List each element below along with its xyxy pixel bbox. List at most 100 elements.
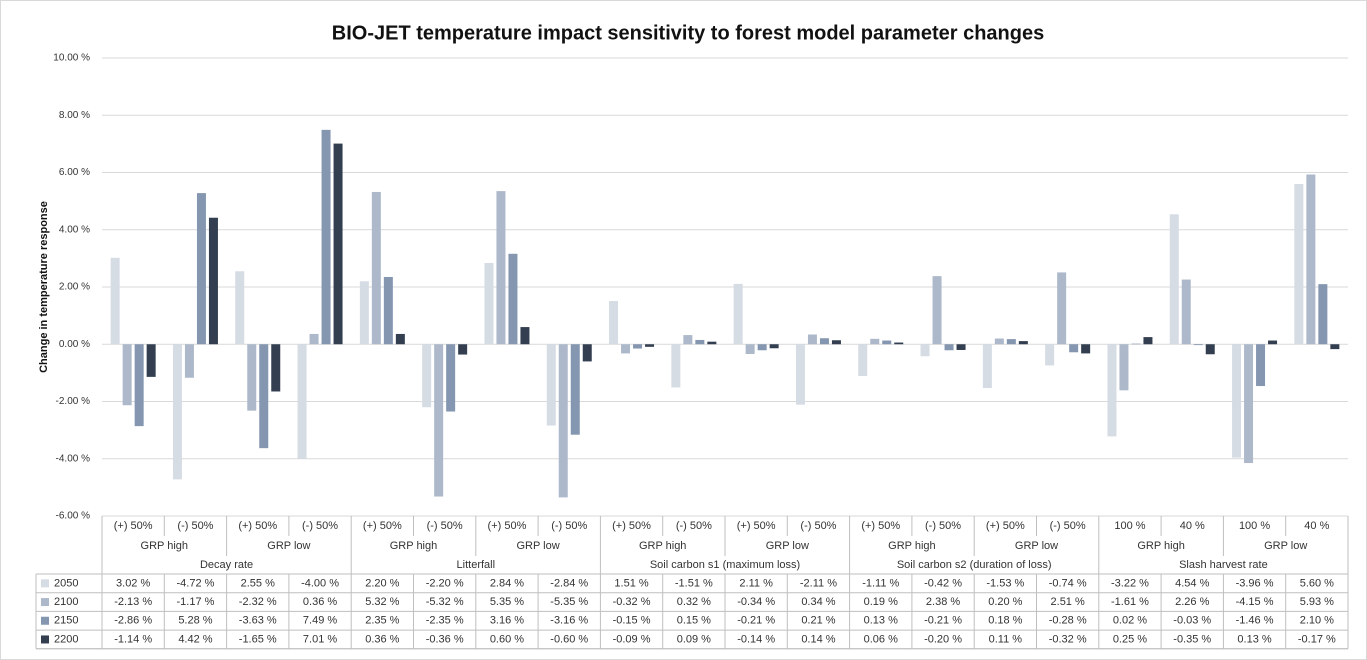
data-label: -2.35 % (426, 615, 464, 627)
group-label: Soil carbon s2 (duration of loss) (897, 559, 1052, 571)
group-label: Soil carbon s1 (maximum loss) (650, 559, 800, 571)
x-tick-label: (-) 50% (427, 520, 463, 532)
data-label: 1.51 % (614, 577, 648, 589)
y-axis-label: Change in temperature response (38, 201, 50, 373)
subgroup-label: GRP low (1264, 540, 1307, 552)
data-label: 0.02 % (1113, 615, 1147, 627)
bar (247, 344, 257, 411)
bar (894, 342, 904, 345)
y-tick-label: 4.00 % (59, 224, 90, 235)
data-label: -1.46 % (1236, 615, 1274, 627)
bar (1069, 344, 1079, 353)
legend-swatch (41, 579, 49, 588)
bar (484, 262, 494, 345)
data-label: -2.84 % (550, 577, 588, 589)
data-label: 2.10 % (1300, 615, 1334, 627)
bar (1256, 344, 1266, 387)
bar (1119, 344, 1129, 391)
bar (395, 333, 405, 345)
data-label: -1.11 % (862, 577, 899, 589)
x-tick-label: (+) 50% (737, 520, 776, 532)
x-tick-label: (-) 50% (302, 520, 338, 532)
bar (956, 344, 966, 350)
bar (609, 301, 619, 345)
data-label: 5.35 % (490, 596, 524, 608)
bar (1318, 284, 1328, 345)
data-label: 0.36 % (303, 596, 337, 608)
data-label: 0.18 % (988, 615, 1022, 627)
data-label: -2.11 % (800, 577, 837, 589)
data-label: 2.35 % (365, 615, 399, 627)
data-label: -4.72 % (176, 577, 214, 589)
data-label: -0.21 % (737, 615, 775, 627)
data-label: -0.21 % (924, 615, 962, 627)
data-label: 0.19 % (864, 596, 898, 608)
data-label: -0.15 % (613, 615, 651, 627)
data-label: 3.16 % (490, 615, 524, 627)
bar (434, 344, 444, 497)
bar (695, 339, 705, 345)
y-tick-label: -2.00 % (56, 396, 91, 407)
bar (858, 344, 868, 377)
bar (333, 143, 343, 345)
data-label: 7.01 % (303, 633, 337, 645)
bar (122, 344, 132, 406)
data-label: 4.54 % (1175, 577, 1209, 589)
x-tick-label: 40 % (1180, 520, 1205, 532)
data-label: 0.14 % (801, 633, 835, 645)
bar (309, 333, 319, 345)
x-tick-label: (+) 50% (238, 520, 277, 532)
bar (1045, 344, 1055, 366)
subgroup-label: GRP high (639, 540, 687, 552)
legend-label: 2100 (54, 596, 78, 608)
data-label: 0.25 % (1113, 633, 1147, 645)
bar (1232, 344, 1242, 458)
x-tick-label: (+) 50% (986, 520, 1025, 532)
bar (570, 344, 580, 435)
bar (146, 344, 156, 377)
data-label: 0.36 % (365, 633, 399, 645)
data-label: 0.34 % (801, 596, 835, 608)
x-tick-label: (-) 50% (551, 520, 587, 532)
chart-title: BIO-JET temperature impact sensitivity t… (332, 22, 1044, 44)
subgroup-label: GRP low (766, 540, 809, 552)
bar (645, 344, 655, 347)
bar (1057, 272, 1067, 345)
bar (769, 344, 779, 349)
bar (422, 344, 432, 408)
data-label: -0.20 % (924, 633, 962, 645)
bar (932, 276, 942, 345)
bar (496, 191, 506, 345)
y-tick-label: 0.00 % (59, 339, 90, 350)
data-label: 2.26 % (1175, 596, 1209, 608)
bar (446, 344, 456, 412)
bar (1294, 183, 1304, 345)
x-tick-label: 100 % (1114, 520, 1145, 532)
bar (870, 338, 880, 345)
bar (882, 340, 892, 345)
data-label: -0.14 % (737, 633, 775, 645)
data-label: 0.11 % (989, 633, 1023, 645)
data-label: 7.49 % (303, 615, 337, 627)
legend-label: 2050 (54, 577, 78, 589)
bar (994, 338, 1004, 345)
bar (683, 335, 693, 345)
data-label: -3.96 % (1236, 577, 1274, 589)
data-label: 2.11 % (739, 577, 773, 589)
data-label: -2.32 % (239, 596, 277, 608)
data-label: 0.06 % (864, 633, 898, 645)
bar (1006, 339, 1016, 345)
x-tick-label: (+) 50% (612, 520, 651, 532)
data-label: 0.20 % (988, 596, 1022, 608)
data-label: 2.55 % (241, 577, 275, 589)
bar (1081, 344, 1091, 354)
group-label: Decay rate (200, 559, 253, 571)
data-label: 5.32 % (365, 596, 399, 608)
bar (944, 344, 954, 351)
data-label: 5.60 % (1300, 577, 1334, 589)
bar (920, 344, 930, 357)
bar (235, 271, 245, 345)
bar (745, 344, 755, 354)
